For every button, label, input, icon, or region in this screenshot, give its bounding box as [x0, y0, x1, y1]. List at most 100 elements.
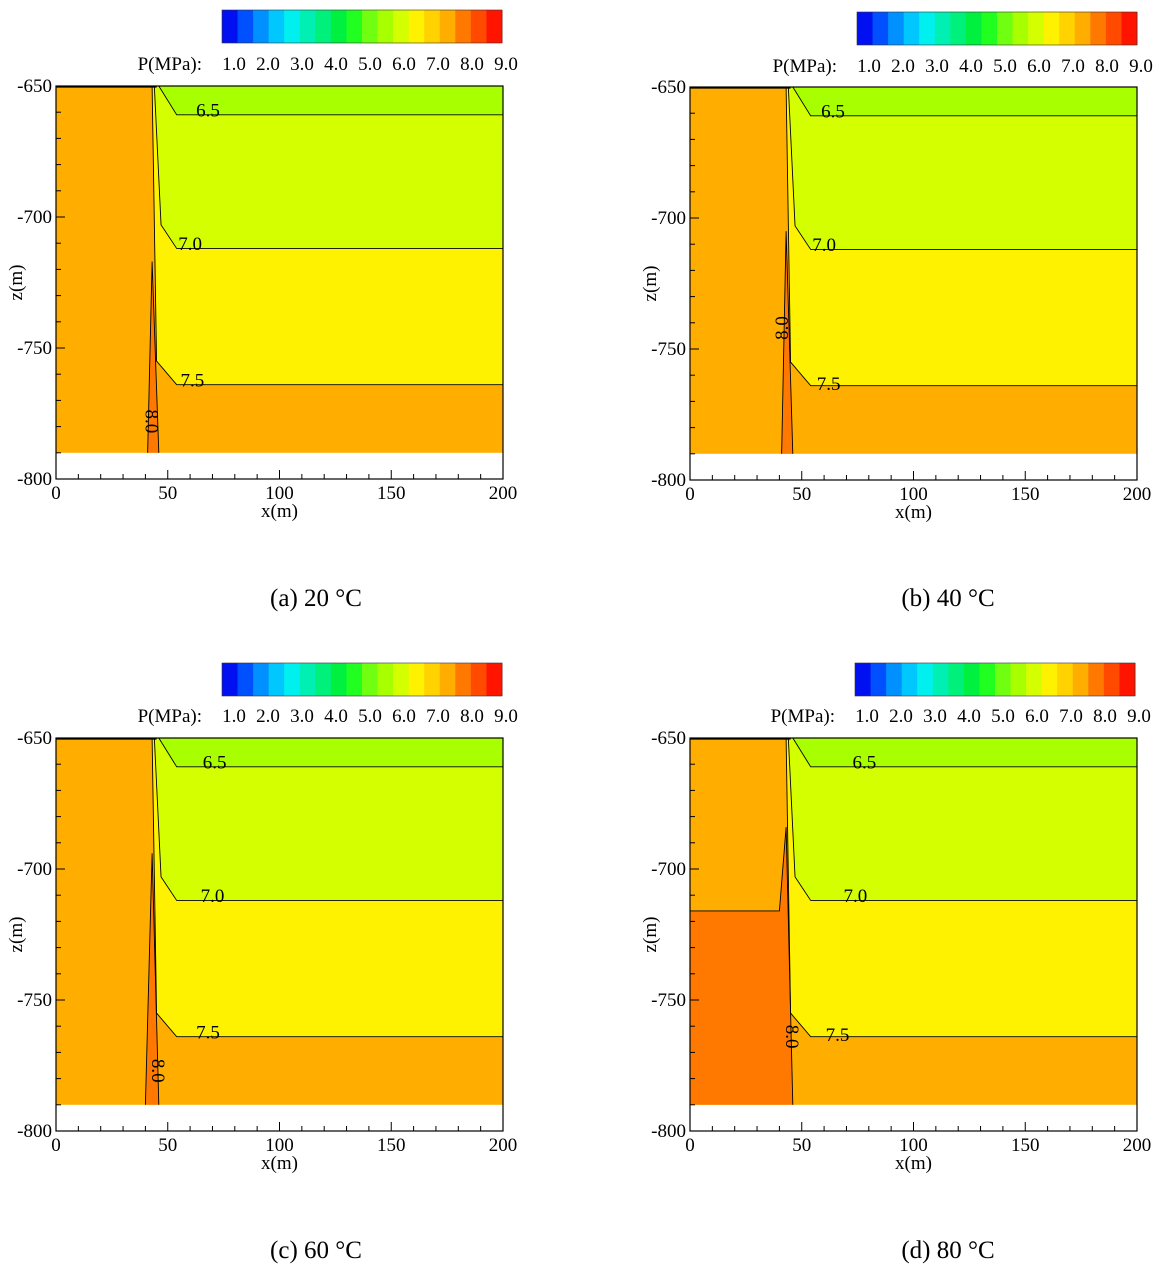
- colorbar-swatch: [1012, 12, 1029, 45]
- contour-line-7-5: [785, 737, 1137, 1038]
- contour-label: 6.5: [852, 753, 876, 774]
- x-tick-label: 100: [265, 1135, 294, 1156]
- y-tick-label: -650: [17, 728, 52, 749]
- panel-caption: (b) 40 °C: [901, 585, 994, 612]
- y-tick-label: -800: [17, 1121, 52, 1142]
- region-6.0-6.5: [792, 738, 1137, 767]
- colorbar-tick-label: 2.0: [256, 54, 280, 75]
- x-tick-label: 50: [158, 483, 177, 504]
- colorbar-swatch: [1010, 663, 1027, 696]
- contour-label: 7.0: [812, 235, 836, 256]
- colorbar-swatch: [346, 10, 363, 43]
- contour-label: 7.0: [178, 234, 202, 255]
- panel-caption: (c) 60 °C: [270, 1237, 362, 1264]
- colorbar-swatch: [253, 663, 270, 696]
- colorbar-swatch: [362, 10, 379, 43]
- colorbar-swatch: [330, 663, 347, 696]
- colorbar-swatch: [470, 10, 487, 43]
- colorbar-border: [221, 9, 503, 44]
- region-6.0-6.5: [158, 738, 503, 767]
- colorbar-tick-label: 4.0: [957, 706, 981, 727]
- y-tick-label: -800: [651, 470, 686, 491]
- contour-line-6-5: [792, 737, 1137, 768]
- colorbar-tick-label: 7.0: [426, 706, 450, 727]
- contour-line-7-5: [785, 86, 1137, 387]
- colorbar-swatch: [237, 10, 254, 43]
- colorbar-tick-label: 7.0: [1059, 706, 1083, 727]
- colorbar-swatch: [299, 663, 316, 696]
- colorbar-swatch: [917, 663, 934, 696]
- x-tick-label: 50: [792, 484, 811, 505]
- colorbar-swatch: [284, 10, 301, 43]
- colorbar-swatch: [963, 663, 980, 696]
- x-tick-label: 150: [1011, 484, 1040, 505]
- colorbar-tick-label: 3.0: [923, 706, 947, 727]
- colorbar-swatch: [1074, 12, 1091, 45]
- colorbar-swatch: [222, 663, 239, 696]
- x-tick-label: 200: [1123, 1135, 1152, 1156]
- colorbar-tick-label: 2.0: [889, 706, 913, 727]
- colorbar-swatch: [1088, 663, 1105, 696]
- colorbar-title: P(MPa):: [138, 706, 202, 727]
- colorbar: P(MPa): 1.0 2.0 3.0 4.0 5.0 6.0 7.0 8.0 9.0: [771, 662, 1151, 727]
- y-tick-label: -750: [17, 338, 52, 359]
- colorbar-swatch: [330, 10, 347, 43]
- colorbar-swatch: [857, 12, 874, 45]
- colorbar-tick-label: 7.0: [426, 54, 450, 75]
- contour-line-6-5: [792, 86, 1137, 117]
- colorbar-swatch: [870, 663, 887, 696]
- colorbar-swatch: [455, 10, 472, 43]
- region-6.0-6.5: [158, 86, 503, 115]
- colorbar-tick-label: 5.0: [991, 706, 1015, 727]
- colorbar-swatch: [346, 663, 363, 696]
- x-tick-label: 100: [899, 484, 928, 505]
- y-axis-label: z(m): [6, 265, 27, 301]
- contour-line-7-5: [151, 737, 503, 1038]
- colorbar: P(MPa): 1.0 2.0 3.0 4.0 5.0 6.0 7.0 8.0 9.0: [138, 662, 518, 727]
- region-6.0-6.5: [792, 87, 1137, 116]
- x-tick-label: 100: [265, 483, 294, 504]
- colorbar-swatch: [995, 663, 1012, 696]
- colorbar-swatch: [284, 663, 301, 696]
- contour-label: 8.0: [147, 1059, 168, 1083]
- region-6.5-7.0: [154, 738, 503, 901]
- x-tick-label: 150: [377, 483, 406, 504]
- colorbar-tick-label: 2.0: [891, 56, 915, 77]
- colorbar-tick-label: 3.0: [290, 54, 314, 75]
- colorbar-swatch: [934, 12, 951, 45]
- contour-line-7: [787, 86, 1137, 250]
- colorbar-tick-label: 9.0: [1129, 56, 1153, 77]
- y-tick-label: -750: [651, 990, 686, 1011]
- x-tick-label: 150: [377, 1135, 406, 1156]
- colorbar-swatch: [1103, 663, 1120, 696]
- contour-line-8: [781, 231, 794, 454]
- colorbar-swatch: [855, 663, 872, 696]
- y-tick-label: -800: [651, 1121, 686, 1142]
- colorbar-swatch: [1090, 12, 1107, 45]
- colorbar-tick-label: 6.0: [1027, 56, 1051, 77]
- contour-label: 7.5: [180, 370, 204, 391]
- x-axis-label: x(m): [261, 1153, 298, 1174]
- colorbar-tick-label: 5.0: [358, 54, 382, 75]
- panel-c: 6.5 7.0 7.5 8.0 0 50 100 150 200 x(m) -650 -700 -750…: [6, 662, 518, 1264]
- colorbar-swatch: [901, 663, 918, 696]
- contour-label: 6.5: [821, 102, 845, 123]
- x-tick-label: 150: [1011, 1135, 1040, 1156]
- colorbar-tick-label: 5.0: [358, 706, 382, 727]
- y-tick-label: -650: [17, 76, 52, 97]
- colorbar-swatch: [1057, 663, 1074, 696]
- region-6.5-7.0: [788, 87, 1137, 250]
- region-8.0-8.5: [690, 827, 793, 1105]
- colorbar-swatch: [377, 663, 394, 696]
- y-tick-label: -700: [17, 207, 52, 228]
- colorbar: P(MPa): 1.0 2.0 3.0 4.0 5.0 6.0 7.0 8.0 9.0: [138, 9, 518, 75]
- contour-label: 7.5: [826, 1025, 850, 1046]
- colorbar-swatch: [237, 663, 254, 696]
- contour-label: 7.5: [817, 374, 841, 395]
- colorbar-swatch: [470, 663, 487, 696]
- region-6.5-7.0: [154, 86, 503, 249]
- colorbar-swatch: [222, 10, 239, 43]
- region-6.5-7.0: [788, 738, 1137, 901]
- region-8.0-8.5: [781, 231, 793, 454]
